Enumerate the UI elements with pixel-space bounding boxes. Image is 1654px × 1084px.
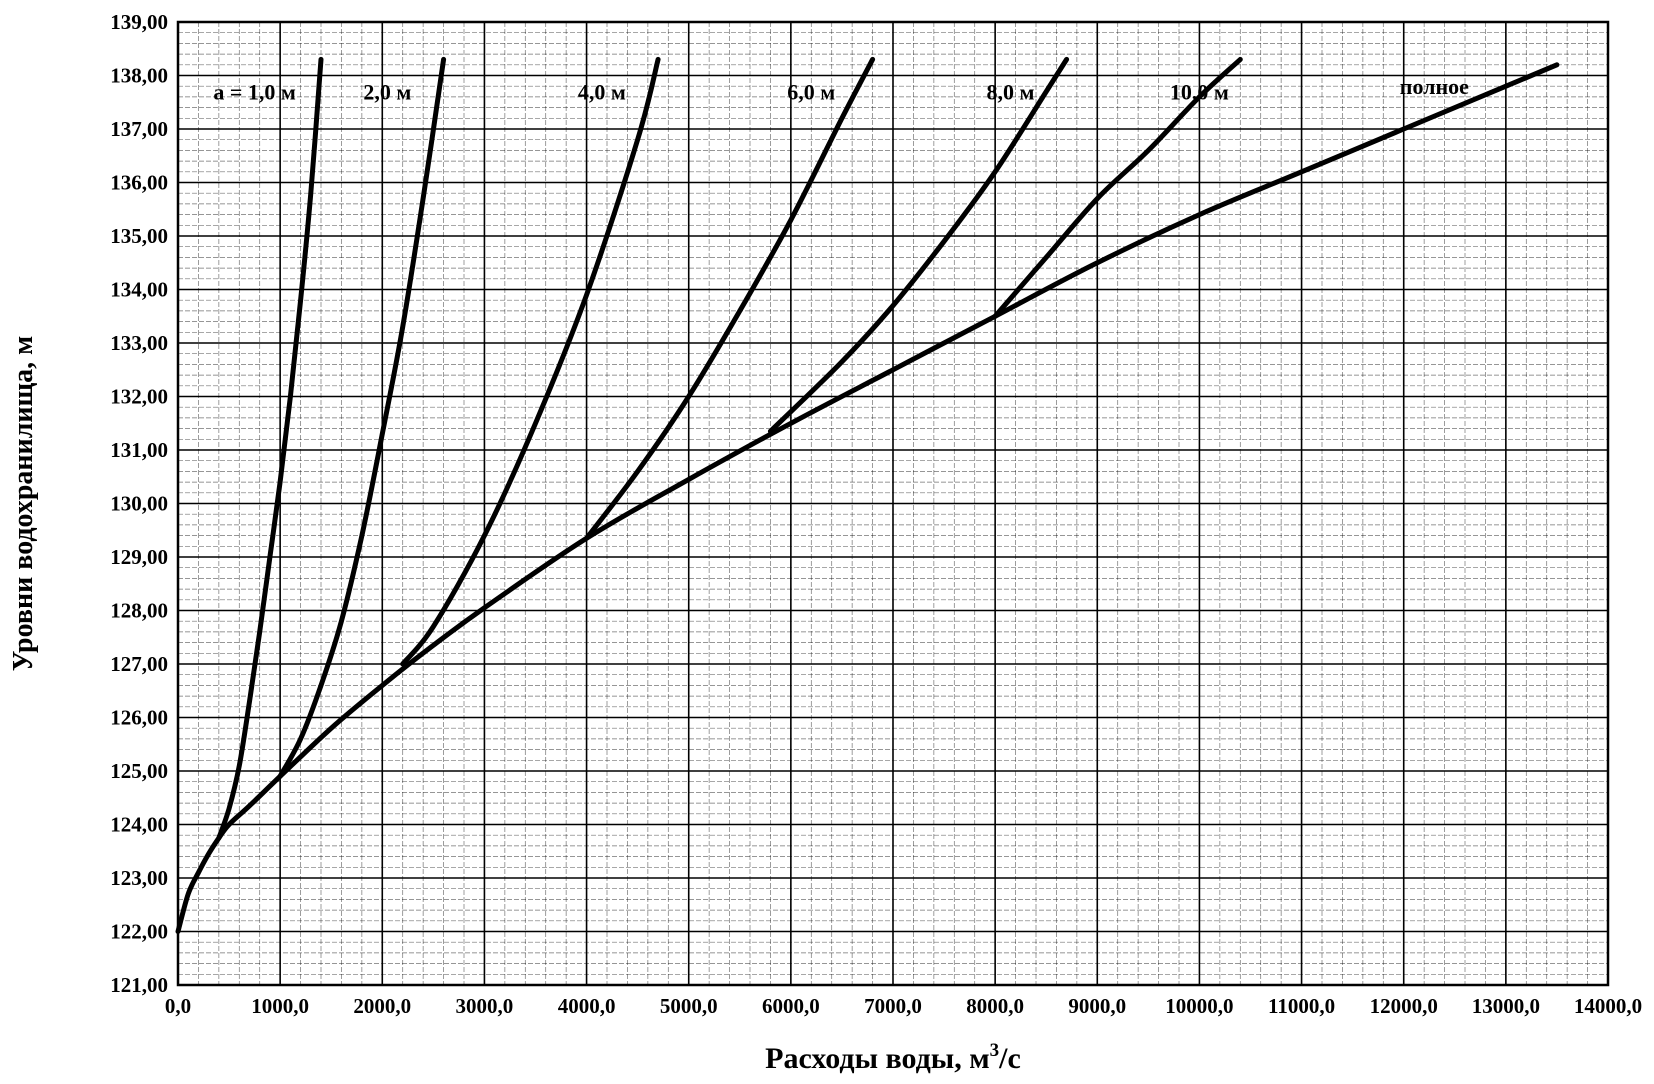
y-tick-label: 123,00 [110,866,168,890]
y-tick-label: 132,00 [110,385,168,409]
y-tick-label: 129,00 [110,545,168,569]
x-tick-label: 8000,0 [966,994,1024,1018]
x-axis-title-sup: 3 [990,1040,1000,1061]
x-tick-label: 14000,0 [1574,994,1642,1018]
x-axis-title: Расходы воды, м3/с [765,1040,1021,1075]
chart-series [175,56,1560,934]
series-line-6 [992,56,1243,319]
series-line-0 [175,62,1560,934]
plot-area-frame [176,20,1610,987]
y-tick-label: 126,00 [110,706,168,730]
chart-grid [177,21,1609,986]
x-axis-ticks: 0,0 1000,0 2000,0 3000,0 4000,0 5000,0 6000,0 7… [165,994,1642,1018]
x-axis-title-main: Расходы воды, м [765,1042,990,1075]
x-tick-label: 3000,0 [456,994,514,1018]
y-tick-label: 122,00 [110,920,168,944]
x-axis-title-suffix: /с [998,1042,1021,1075]
x-tick-label: 2000,0 [353,994,411,1018]
y-tick-label: 127,00 [110,652,168,676]
curve-label-6: полное [1400,74,1469,99]
y-tick-label: 128,00 [110,599,168,623]
y-tick-label: 130,00 [110,492,168,516]
curve-label-3: 6,0 м [787,80,835,105]
series-line-5 [767,56,1070,434]
y-tick-label: 134,00 [110,278,168,302]
y-axis-title: Уровни водохранилища, м [8,336,39,672]
x-tick-label: 11000,0 [1268,994,1335,1018]
x-tick-label: 5000,0 [660,994,718,1018]
x-tick-label: 0,0 [165,994,191,1018]
y-tick-label: 138,00 [110,64,168,88]
x-tick-label: 13000,0 [1472,994,1540,1018]
y-tick-label: 131,00 [110,438,168,462]
y-axis-ticks: 121,00 122,00 123,00 124,00 125,00 126,00 127,… [110,10,168,997]
curve-label-2: 4,0 м [578,80,626,105]
x-tick-label: 1000,0 [251,994,309,1018]
curve-label-4: 8,0 м [986,80,1034,105]
series-line-2 [277,56,447,779]
x-tick-label: 4000,0 [558,994,616,1018]
x-tick-label: 9000,0 [1068,994,1126,1018]
y-tick-label: 133,00 [110,331,168,355]
x-tick-label: 7000,0 [864,994,922,1018]
x-tick-label: 12000,0 [1370,994,1438,1018]
y-tick-label: 125,00 [110,759,168,783]
series-line-3 [400,56,661,667]
y-tick-label: 124,00 [110,813,168,837]
curve-labels: а = 1,0 м 2,0 м 4,0 м 6,0 м 8,0 м 10,0 м полно… [213,74,1469,104]
x-tick-label: 6000,0 [762,994,820,1018]
y-tick-label: 137,00 [110,117,168,141]
y-tick-label: 121,00 [110,973,168,997]
x-tick-label: 10000,0 [1165,994,1233,1018]
y-tick-label: 135,00 [110,224,168,248]
curve-label-0: а = 1,0 м [213,80,296,105]
series-line-1 [216,56,324,841]
series-line-4 [584,56,876,541]
y-tick-label: 136,00 [110,171,168,195]
y-tick-label: 139,00 [110,10,168,34]
curve-label-1: 2,0 м [363,80,411,105]
curve-label-5: 10,0 м [1170,80,1229,105]
